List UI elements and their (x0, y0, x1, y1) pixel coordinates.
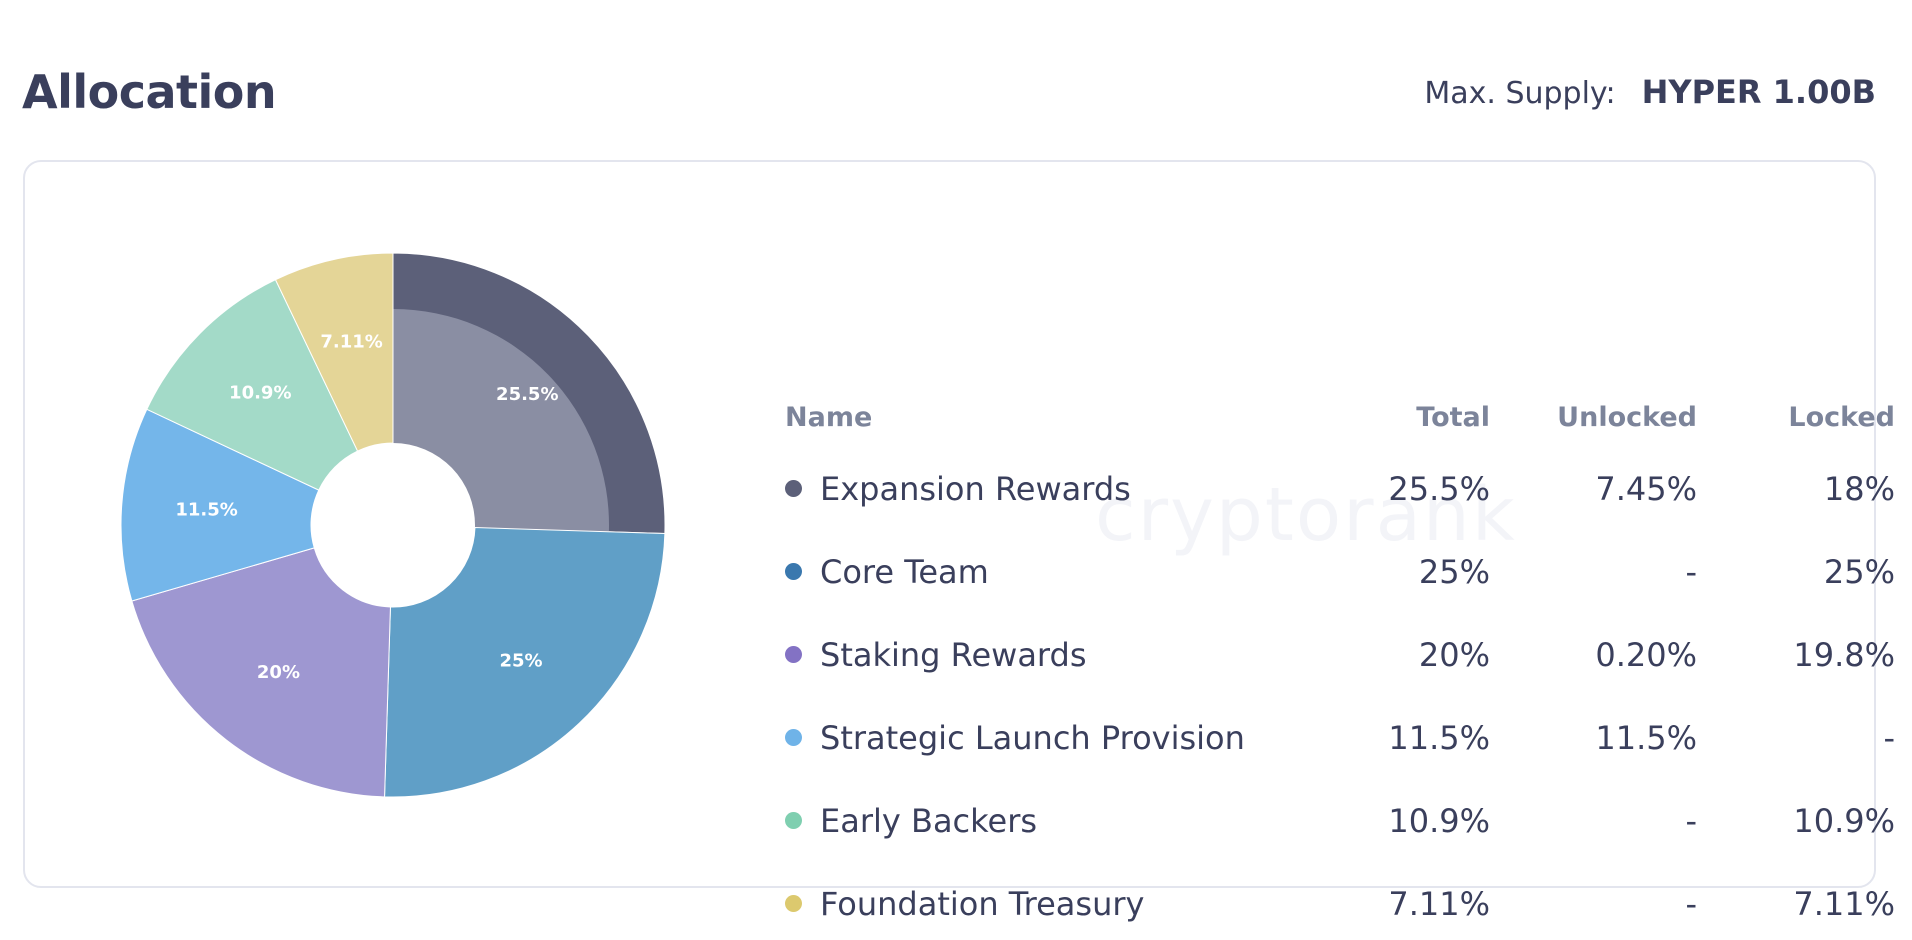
pie-slice[interactable] (131, 547, 391, 798)
allocation-name: Strategic Launch Provision (820, 718, 1245, 757)
legend-dot-icon (785, 895, 802, 912)
column-header-name: Name (785, 401, 873, 433)
allocation-name-cell: Staking Rewards (785, 636, 1305, 674)
allocation-header: Allocation Max. Supply: HYPER 1.00B (22, 52, 1876, 132)
allocation-total: 7.11% (1388, 884, 1490, 923)
pie-slice[interactable] (120, 408, 320, 602)
allocation-locked: 7.11% (1793, 884, 1895, 923)
allocation-unlocked: - (1685, 884, 1697, 923)
allocation-card: 25.5% 25% 20% 11.5% 10.9% 7.11% cryptorank Na… (23, 160, 1895, 923)
column-header-unlocked: Unlocked (1557, 401, 1697, 433)
allocation-total: 10.9% (1388, 801, 1490, 840)
allocation-unlocked: 0.20% (1595, 635, 1697, 674)
legend-dot-icon (785, 480, 802, 497)
allocation-name-cell: Expansion Rewards (785, 470, 1305, 508)
legend-dot-icon (785, 563, 802, 580)
allocation-name: Early Backers (820, 801, 1038, 840)
pie-slice-label: 11.5% (175, 499, 237, 520)
table-row[interactable]: Foundation Treasury 7.11% - 7.11% (785, 862, 1895, 940)
pie-slice[interactable] (146, 279, 359, 491)
allocation-pie-chart: 25.5% 25% 20% 11.5% 10.9% 7.11% (120, 252, 666, 798)
legend-dot-icon (785, 729, 802, 746)
pie-slice[interactable] (274, 252, 394, 452)
column-header-locked: Locked (1788, 401, 1895, 433)
allocation-name: Staking Rewards (820, 635, 1087, 674)
pie-slice-label: 25.5% (496, 384, 558, 405)
allocation-total: 25.5% (1388, 469, 1490, 508)
pie-slice-label: 20% (257, 662, 300, 683)
table-row[interactable]: Core Team 25% - 25% (785, 530, 1895, 613)
allocation-name-cell: Early Backers (785, 802, 1305, 840)
allocation-name-cell: Strategic Launch Provision (785, 719, 1305, 757)
table-body: Expansion Rewards 25.5% 7.45% 18% Core Team 2… (785, 447, 1895, 940)
table-row[interactable]: Expansion Rewards 25.5% 7.45% 18% (785, 447, 1895, 530)
allocation-unlocked: - (1685, 552, 1697, 591)
pie-slice-label: 10.9% (229, 382, 291, 403)
max-supply: Max. Supply: HYPER 1.00B (1424, 73, 1876, 111)
allocation-unlocked: - (1685, 801, 1697, 840)
allocation-name: Foundation Treasury (820, 884, 1145, 923)
page-title: Allocation (22, 65, 277, 119)
allocation-total: 25% (1418, 552, 1490, 591)
legend-dot-icon (785, 812, 802, 829)
allocation-locked: - (1883, 718, 1895, 757)
pie-slice-label: 7.11% (320, 332, 382, 353)
allocation-total: 11.5% (1388, 718, 1490, 757)
pie-slice[interactable] (384, 527, 666, 798)
pie-slice-label: 25% (499, 650, 542, 671)
allocation-name: Core Team (820, 552, 989, 591)
allocation-locked: 10.9% (1793, 801, 1895, 840)
allocation-name-cell: Foundation Treasury (785, 885, 1305, 923)
allocation-table: Name Total Unlocked Locked Expansion Rew… (785, 387, 1895, 940)
allocation-locked: 19.8% (1793, 635, 1895, 674)
allocation-locked: 25% (1823, 552, 1895, 591)
column-header-total: Total (1416, 401, 1490, 433)
allocation-name-cell: Core Team (785, 553, 1305, 591)
max-supply-value: HYPER 1.00B (1641, 73, 1876, 111)
watermark: cryptorank (1095, 472, 1517, 558)
table-row[interactable]: Staking Rewards 20% 0.20% 19.8% (785, 613, 1895, 696)
table-row[interactable]: Early Backers 10.9% - 10.9% (785, 779, 1895, 862)
pie-slice-unlocked-portion (393, 309, 610, 532)
max-supply-label: Max. Supply: (1424, 76, 1616, 111)
allocation-unlocked: 11.5% (1595, 718, 1697, 757)
allocation-locked: 18% (1823, 469, 1895, 508)
table-header: Name Total Unlocked Locked (785, 387, 1895, 447)
allocation-total: 20% (1418, 635, 1490, 674)
allocation-name: Expansion Rewards (820, 469, 1131, 508)
table-row[interactable]: Strategic Launch Provision 11.5% 11.5% - (785, 696, 1895, 779)
legend-dot-icon (785, 646, 802, 663)
allocation-unlocked: 7.45% (1595, 469, 1697, 508)
